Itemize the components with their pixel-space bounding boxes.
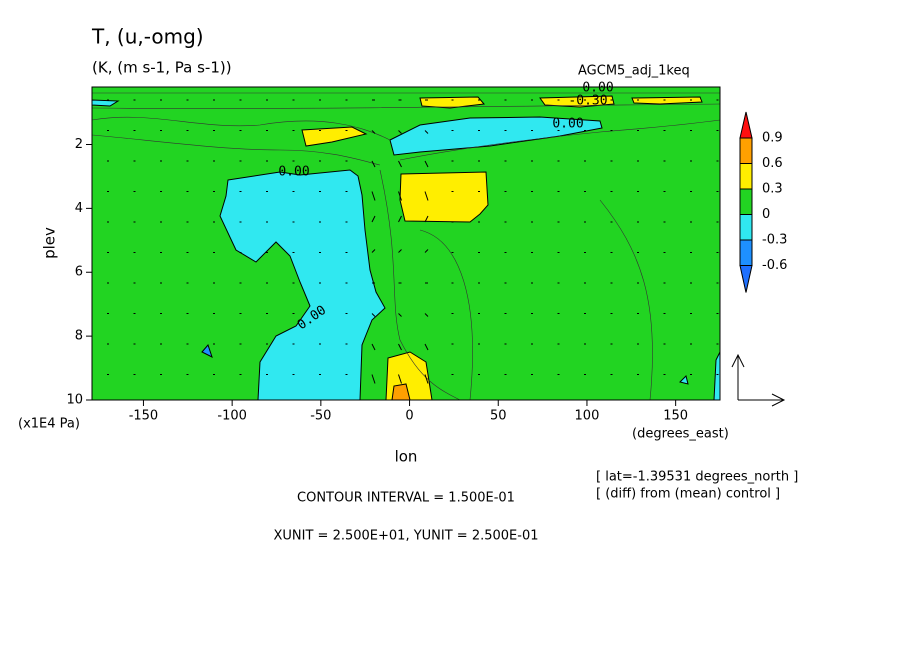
x-tick-label: -100 <box>217 409 247 424</box>
vector <box>424 313 429 317</box>
ref-arrow-up <box>731 353 745 400</box>
x-tick-label: 50 <box>490 409 507 424</box>
contour-line <box>599 199 653 401</box>
colorbar-label: 0.3 <box>762 182 783 197</box>
plot-frame <box>91 86 721 401</box>
vector <box>424 374 429 384</box>
chart-subtitle: (K, (m s-1, Pa s-1)) <box>92 59 232 77</box>
contour-line <box>379 169 461 401</box>
y-axis-label: plev <box>41 227 59 259</box>
region <box>301 126 368 147</box>
vector <box>371 130 376 134</box>
vector <box>398 343 402 351</box>
contour-label: -0.30 <box>568 94 607 109</box>
colorbar-box <box>739 137 753 164</box>
vector <box>398 313 402 317</box>
y-tick-label: 8 <box>75 329 83 344</box>
vector <box>424 191 429 201</box>
region <box>679 375 689 385</box>
vector <box>398 191 402 201</box>
vector <box>371 374 376 384</box>
vector <box>371 313 376 317</box>
vector <box>424 249 429 253</box>
colorbar-label: -0.3 <box>762 233 787 248</box>
vector <box>398 130 402 134</box>
contour-line <box>399 119 721 161</box>
dataset-label: AGCM5_adj_1keq <box>578 64 690 79</box>
x-tick-label: 150 <box>663 409 688 424</box>
vector <box>398 374 402 384</box>
y-unit-label: (x1E4 Pa) <box>18 417 80 432</box>
contour-label: 0.00 <box>278 165 309 180</box>
contour-line <box>91 134 381 166</box>
colorbar-label: 0.6 <box>762 156 783 171</box>
colorbar-box <box>739 214 753 241</box>
y-tick-label: 10 <box>66 393 83 408</box>
vector <box>371 191 376 201</box>
colorbar-label: -0.6 <box>762 258 787 273</box>
vector <box>371 215 376 223</box>
chart-title: T, (u,-omg) <box>91 25 204 49</box>
colorbar-box <box>739 163 753 190</box>
contour-line <box>419 229 473 401</box>
contour-line <box>91 116 391 141</box>
vector <box>398 215 402 223</box>
vector <box>371 343 376 351</box>
region <box>631 96 703 105</box>
y-tick-label: 6 <box>75 265 83 280</box>
vector <box>424 130 429 134</box>
x-tick-label: 0 <box>405 409 413 424</box>
note: [ lat=-1.39531 degrees_north ] <box>596 470 798 485</box>
footer-text: CONTOUR INTERVAL = 1.500E-01 <box>297 491 515 506</box>
vector <box>424 343 429 351</box>
contour-label: 0.00 <box>552 117 583 132</box>
y-tick-label: 2 <box>75 137 83 152</box>
vector <box>398 160 402 168</box>
contour-label: 0.00 <box>582 81 613 96</box>
x-axis-label: lon <box>395 448 418 466</box>
y-tick-label: 4 <box>75 201 83 216</box>
vector <box>371 249 376 253</box>
colorbar-box <box>739 188 753 215</box>
note: [ (diff) from (mean) control ] <box>596 487 780 502</box>
x-tick-label: -150 <box>129 409 159 424</box>
plot-area: 0.000.00-0.300.000.00 <box>91 81 721 401</box>
colorbar-triangle <box>739 265 753 293</box>
footer-text: XUNIT = 2.500E+01, YUNIT = 2.500E-01 <box>274 529 539 544</box>
colorbar-label: 0.9 <box>762 131 783 146</box>
colorbar-box <box>739 239 753 266</box>
contour-line <box>91 92 721 109</box>
reference-vector <box>731 353 786 407</box>
region <box>399 171 489 223</box>
colorbar-label: 0 <box>762 207 770 222</box>
region <box>201 344 213 358</box>
region <box>389 116 603 156</box>
vector <box>398 249 402 253</box>
vector <box>371 160 376 168</box>
x-tick-label: 100 <box>575 409 600 424</box>
x-tick-label: -50 <box>310 409 331 424</box>
vector <box>424 160 429 168</box>
x-unit-label: (degrees_east) <box>632 427 729 442</box>
ref-arrow-right <box>738 393 786 407</box>
region <box>419 96 485 109</box>
vector <box>424 215 429 223</box>
